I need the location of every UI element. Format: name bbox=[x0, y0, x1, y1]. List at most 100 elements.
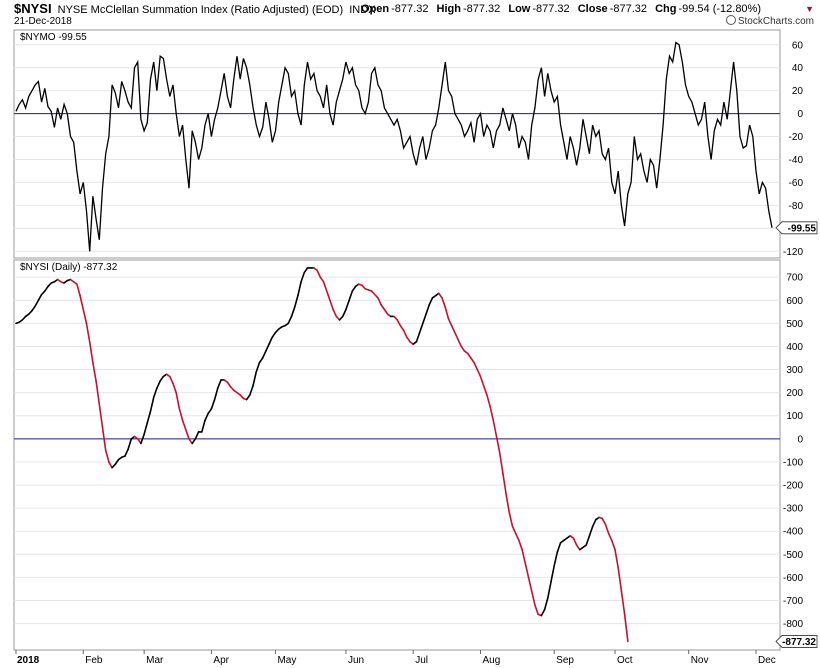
x-tick-label: Nov bbox=[691, 655, 709, 666]
nymo-y-tick-label: -120 bbox=[783, 247, 803, 258]
nysi-segment bbox=[332, 308, 338, 318]
nysi-segment bbox=[498, 451, 504, 475]
nymo-series-line bbox=[15, 41, 773, 252]
nysi-segment bbox=[258, 357, 264, 364]
x-tick-label: May bbox=[277, 655, 296, 666]
nysi-segment bbox=[152, 387, 158, 399]
nysi-segment bbox=[377, 297, 382, 306]
nysi-segment bbox=[217, 379, 222, 389]
nymo-y-tick-label: 60 bbox=[792, 40, 804, 51]
x-tick-label: Mar bbox=[146, 655, 164, 666]
nymo-grid bbox=[14, 44, 780, 252]
nysi-last-value-tag bbox=[775, 635, 818, 648]
nysi-segment bbox=[585, 535, 591, 546]
x-tick-label: Aug bbox=[482, 655, 500, 666]
symbol: $NYSI bbox=[14, 1, 52, 16]
nymo-y-tick-label: -80 bbox=[789, 201, 804, 212]
high-value: -877.32 bbox=[462, 3, 501, 15]
nysi-segment bbox=[290, 306, 296, 318]
nysi-segment bbox=[178, 408, 184, 422]
nysi-segment bbox=[114, 458, 120, 466]
nymo-y-tick-label: 40 bbox=[792, 63, 804, 74]
nysi-segment bbox=[511, 525, 517, 535]
nysi-segment bbox=[425, 304, 431, 315]
nysi-segment bbox=[470, 357, 475, 364]
open-label: Open bbox=[361, 3, 390, 15]
nysi-segment bbox=[534, 604, 539, 616]
nysi-segment bbox=[31, 305, 37, 312]
nysi-segment bbox=[252, 371, 258, 387]
nymo-y-tick-label: -60 bbox=[789, 178, 804, 189]
nymo-last-value-label: -99.55 bbox=[788, 223, 817, 234]
nysi-segment bbox=[287, 315, 293, 325]
nysi-segment bbox=[550, 565, 555, 583]
nysi-segment bbox=[524, 562, 530, 579]
nysi-y-tick-label: 400 bbox=[786, 342, 803, 353]
low-value: -877.32 bbox=[532, 3, 570, 15]
brand-link[interactable]: StockCharts.com bbox=[725, 15, 814, 29]
nysi-segment bbox=[489, 405, 495, 422]
nysi-frame bbox=[13, 259, 781, 651]
brand-label: StockCharts.com bbox=[737, 16, 814, 27]
nysi-segment bbox=[476, 368, 482, 378]
nysi-segment bbox=[530, 590, 536, 606]
x-tick-label: Dec bbox=[758, 655, 776, 666]
nysi-panel: 700 600 500 400 300 200 100 0 -100 -200 -300 -400 -5… bbox=[13, 259, 818, 651]
nysi-segment bbox=[268, 336, 274, 345]
nysi-segment bbox=[181, 419, 187, 431]
nymo-y-tick-label: -20 bbox=[789, 132, 804, 143]
nysi-y-tick-label: -400 bbox=[783, 527, 803, 538]
nysi-segment bbox=[450, 324, 456, 334]
nysi-segment bbox=[540, 608, 546, 617]
nysi-segment bbox=[156, 380, 161, 389]
stockcharts-logo-icon bbox=[725, 15, 736, 25]
nysi-y-tick-label: 500 bbox=[786, 319, 803, 330]
nysi-segment bbox=[383, 308, 389, 315]
nysi-segment bbox=[428, 297, 434, 306]
nysi-segment bbox=[255, 361, 261, 373]
nymo-frame bbox=[13, 29, 781, 259]
x-tick-label: Jul bbox=[415, 655, 428, 666]
nysi-segment bbox=[457, 338, 463, 348]
chart-title: NYSE McClellan Summation Index (Ratio Ad… bbox=[57, 4, 344, 16]
nysi-segment bbox=[226, 381, 232, 388]
nysi-segment bbox=[444, 306, 450, 320]
nysi-segment bbox=[614, 548, 620, 569]
nysi-segment bbox=[604, 523, 610, 535]
nysi-segment bbox=[508, 511, 514, 528]
nysi-segment bbox=[95, 380, 101, 405]
nysi-series-line bbox=[15, 267, 629, 643]
nysi-y-tick-label: 100 bbox=[786, 411, 803, 422]
nysi-segment bbox=[514, 532, 520, 542]
nysi-segment bbox=[518, 539, 523, 551]
nysi-segment bbox=[271, 331, 277, 339]
nysi-segment bbox=[265, 343, 270, 352]
nysi-segment bbox=[575, 544, 581, 551]
nysi-segment bbox=[553, 551, 559, 567]
nysi-segment bbox=[204, 412, 210, 422]
nysi-segment bbox=[108, 461, 113, 469]
nysi-segment bbox=[399, 324, 405, 332]
nysi-segment bbox=[293, 294, 299, 308]
nysi-last-value-label: -877.32 bbox=[782, 637, 816, 648]
chart-date: 21-Dec-2018 bbox=[14, 16, 72, 27]
nysi-segment bbox=[82, 308, 88, 325]
nysi-segment bbox=[351, 285, 357, 292]
nysi-segment bbox=[127, 438, 133, 451]
x-tick-label: Sep bbox=[556, 655, 574, 666]
nymo-last-value-tag bbox=[775, 221, 818, 235]
nysi-segment bbox=[588, 525, 594, 537]
nysi-segment bbox=[194, 431, 200, 440]
nysi-segment bbox=[300, 271, 306, 283]
nysi-segment bbox=[527, 576, 533, 593]
nysi-segment bbox=[543, 597, 549, 611]
nysi-last-value: -877.32 bbox=[775, 635, 818, 648]
nymo-y-tick-label: -40 bbox=[789, 155, 804, 166]
nysi-segment bbox=[44, 285, 49, 292]
nysi-segment bbox=[505, 493, 511, 514]
nysi-segment bbox=[325, 290, 331, 302]
nysi-legend: $NYSI (Daily) -877.32 bbox=[20, 262, 118, 273]
nysi-segment bbox=[473, 361, 479, 371]
nysi-segment bbox=[466, 352, 472, 359]
